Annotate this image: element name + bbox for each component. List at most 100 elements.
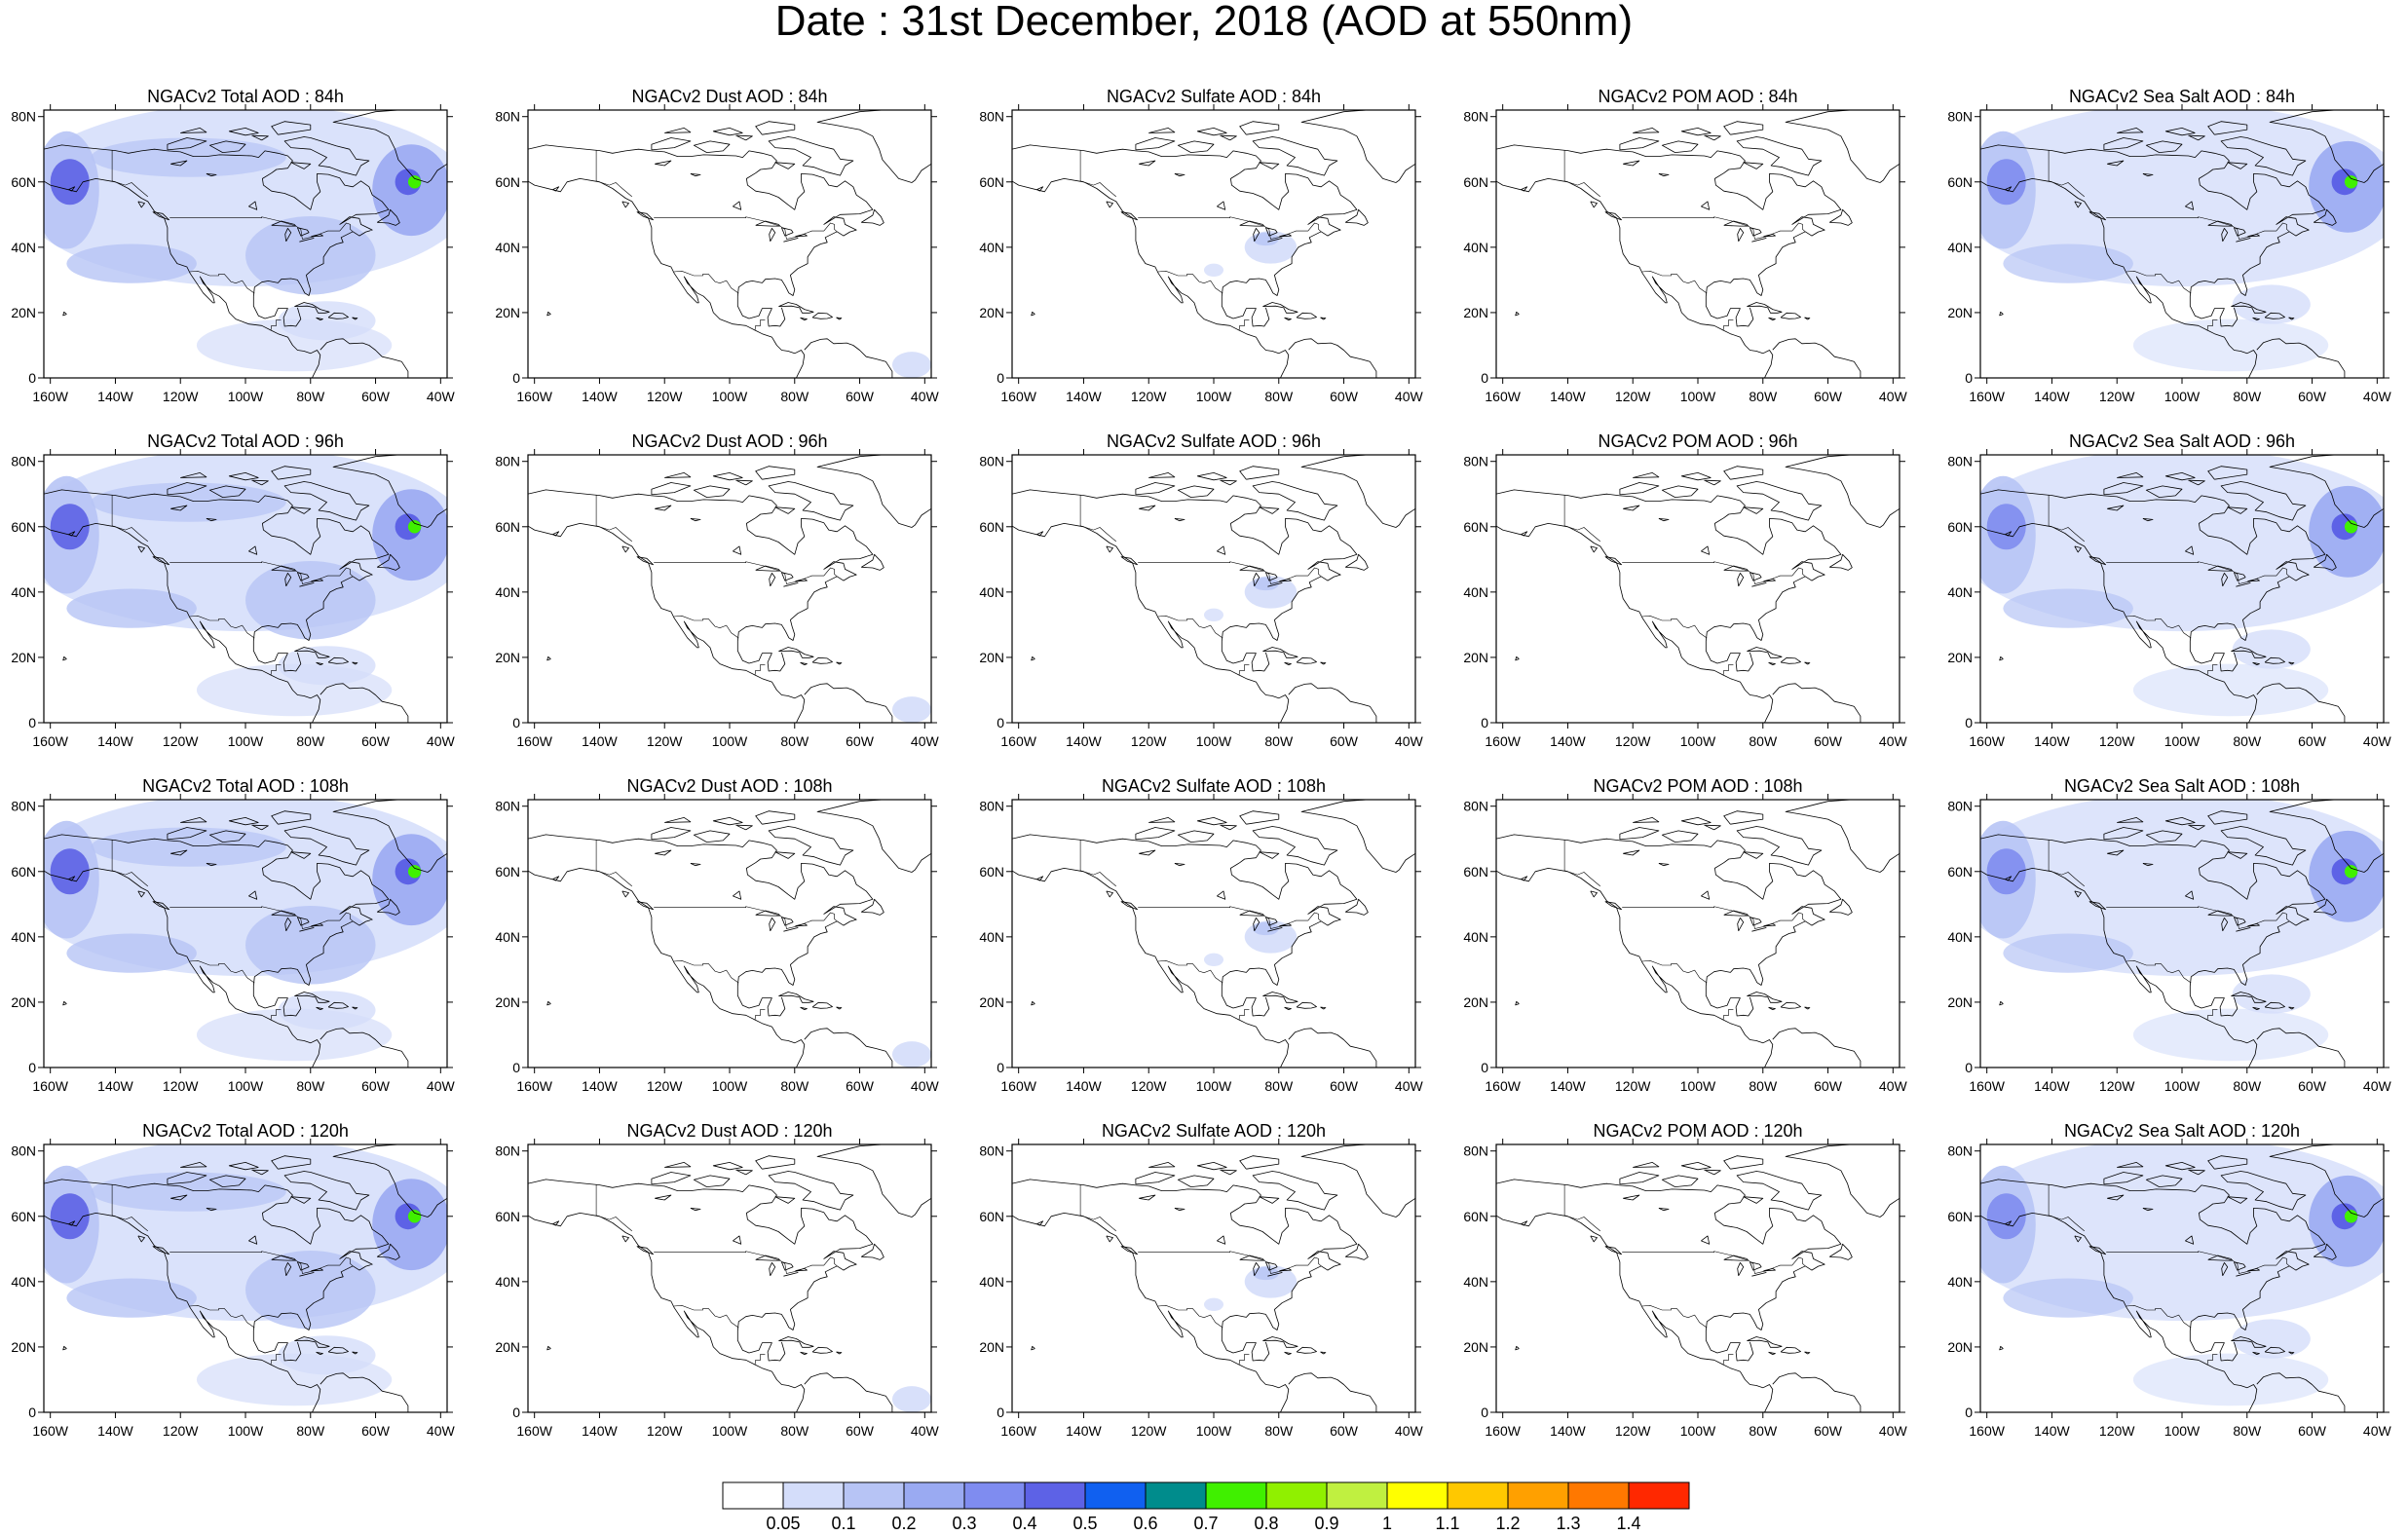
aod-field xyxy=(528,455,931,723)
map-panel-seasalt-96h: NGACv2 Sea Salt AOD : 96h 0 20N 40N 60N 80N 16… xyxy=(1937,431,2408,781)
lon-tick-label: 140W xyxy=(582,1078,618,1094)
lon-tick-label: 100W xyxy=(712,733,748,749)
aod-patch xyxy=(2232,974,2311,1014)
lat-tick-label: 80N xyxy=(495,1143,520,1159)
lon-tick-label: 120W xyxy=(2099,389,2135,404)
political-borders xyxy=(1563,495,1806,676)
lat-tick-label: 40N xyxy=(1947,929,1973,945)
lat-tick-label: 0 xyxy=(512,715,520,731)
lon-tick-label: 160W xyxy=(1485,1423,1521,1439)
coastlines xyxy=(528,455,931,723)
lat-tick-label: 60N xyxy=(979,864,1004,880)
lon-tick-label: 120W xyxy=(1615,1078,1651,1094)
map-pom: 0 20N 40N 60N 80N 160W 140W 120W 100W 80W 60W 40W xyxy=(1463,794,1907,1094)
aod-field xyxy=(44,455,447,723)
map-seasalt: 0 20N 40N 60N 80N 160W 140W 120W 100W 80W 60W 40W xyxy=(1947,449,2392,749)
coastlines xyxy=(1012,455,1415,723)
lon-tick-label: 140W xyxy=(2034,1078,2070,1094)
lon-tick-label: 120W xyxy=(2099,1078,2135,1094)
lat-tick-label: 80N xyxy=(1947,799,1973,814)
aod-patch xyxy=(1986,848,2026,895)
lon-tick-label: 160W xyxy=(1000,1423,1036,1439)
aod-patch xyxy=(891,352,931,378)
lon-tick-label: 160W xyxy=(516,389,552,404)
panel-title: NGACv2 Total AOD : 84h xyxy=(147,87,344,106)
map-dust: 0 20N 40N 60N 80N 160W 140W 120W 100W 80W 60W 40W xyxy=(495,1139,940,1439)
lon-tick-label: 120W xyxy=(2099,733,2135,749)
aod-patch xyxy=(407,1210,422,1223)
lon-tick-label: 160W xyxy=(1969,1423,2005,1439)
lat-tick-label: 40N xyxy=(11,584,36,600)
lon-tick-label: 100W xyxy=(2164,1078,2201,1094)
aod-patch xyxy=(2331,513,2358,541)
lat-tick-label: 80N xyxy=(11,799,36,814)
lat-tick-label: 0 xyxy=(1965,1405,1973,1420)
lat-tick-label: 60N xyxy=(979,1209,1004,1224)
lon-tick-label: 60W xyxy=(1330,733,1359,749)
lon-tick-label: 60W xyxy=(361,389,391,404)
aod-patch xyxy=(1203,1297,1224,1312)
lat-tick-label: 60N xyxy=(11,174,36,190)
colorbar-box xyxy=(722,1481,784,1510)
lon-tick-label: 100W xyxy=(1196,389,1232,404)
lon-tick-label: 100W xyxy=(1680,1078,1716,1094)
map-panel-total-120h: NGACv2 Total AOD : 120h 0 20N 40N 60N 80N 160W… xyxy=(0,1121,483,1471)
lon-tick-label: 120W xyxy=(647,389,683,404)
aod-patch xyxy=(91,482,286,522)
aod-patch xyxy=(2132,318,2329,372)
colorbar-label: 0.3 xyxy=(952,1514,976,1531)
colorbar-label: 1 xyxy=(1382,1514,1392,1531)
lon-tick-label: 120W xyxy=(647,1423,683,1439)
lat-tick-label: 20N xyxy=(11,305,36,320)
lon-tick-label: 40W xyxy=(911,1423,940,1439)
panel-title: NGACv2 Dust AOD : 84h xyxy=(631,87,828,106)
lon-tick-label: 140W xyxy=(1550,389,1586,404)
aod-patch xyxy=(1980,800,2384,977)
lat-tick-label: 20N xyxy=(1947,994,1973,1010)
colorbar-label: 0.9 xyxy=(1314,1514,1338,1531)
political-borders xyxy=(1079,495,1322,676)
aod-patch xyxy=(66,1278,197,1318)
lat-tick-label: 60N xyxy=(1947,519,1973,535)
lon-tick-label: 140W xyxy=(97,733,133,749)
panel-title: NGACv2 Sulfate AOD : 84h xyxy=(1106,87,1322,106)
lat-tick-label: 60N xyxy=(11,1209,36,1224)
lon-tick-label: 40W xyxy=(2363,733,2392,749)
lat-tick-label: 40N xyxy=(979,584,1004,600)
lon-tick-label: 40W xyxy=(1395,1423,1424,1439)
lon-tick-label: 60W xyxy=(2298,733,2327,749)
lat-tick-label: 0 xyxy=(1965,1060,1973,1075)
lon-tick-label: 40W xyxy=(2363,1423,2392,1439)
lon-tick-label: 100W xyxy=(712,389,748,404)
political-borders xyxy=(1079,840,1322,1021)
lon-tick-label: 40W xyxy=(427,733,456,749)
aod-patch xyxy=(2344,520,2358,534)
panel-title: NGACv2 Sulfate AOD : 108h xyxy=(1101,776,1327,796)
lat-tick-label: 40N xyxy=(11,240,36,255)
lat-tick-label: 60N xyxy=(1463,519,1488,535)
lon-tick-label: 160W xyxy=(32,389,68,404)
lon-tick-label: 80W xyxy=(2233,1078,2262,1094)
panel-title: NGACv2 Sea Salt AOD : 96h xyxy=(2068,431,2296,451)
aod-patch xyxy=(245,1250,376,1330)
lat-tick-label: 80N xyxy=(1947,109,1973,125)
lat-tick-label: 0 xyxy=(1965,715,1973,731)
lon-tick-label: 160W xyxy=(1969,389,2005,404)
lon-tick-label: 40W xyxy=(1395,733,1424,749)
map-panel-dust-96h: NGACv2 Dust AOD : 96h 0 20N 40N 60N 80N 160W 14… xyxy=(484,431,967,781)
coastlines xyxy=(44,800,447,1068)
political-borders xyxy=(1563,840,1806,1021)
lat-tick-label: 40N xyxy=(1947,1274,1973,1290)
aod-colorbar: 0.05 0.1 0.2 0.3 0.4 0.5 0.6 0.7 0.8 0.9 1 1.1 1.2 1.… xyxy=(721,1481,1690,1533)
lon-tick-label: 60W xyxy=(1814,733,1843,749)
coastlines xyxy=(1980,455,2384,723)
aod-patch xyxy=(1980,110,2384,287)
aod-patch xyxy=(1253,232,1279,246)
aod-patch xyxy=(2232,1319,2311,1359)
lon-tick-label: 80W xyxy=(1264,1078,1294,1094)
map-panel-pom-120h: NGACv2 POM AOD : 120h 0 20N 40N 60N 80N 160W 14… xyxy=(1452,1121,1936,1471)
lon-tick-label: 140W xyxy=(582,1423,618,1439)
lon-tick-label: 100W xyxy=(228,389,264,404)
lon-tick-label: 160W xyxy=(1969,733,2005,749)
figure-title: Date : 31st December, 2018 (AOD at 550nm… xyxy=(774,0,1634,45)
